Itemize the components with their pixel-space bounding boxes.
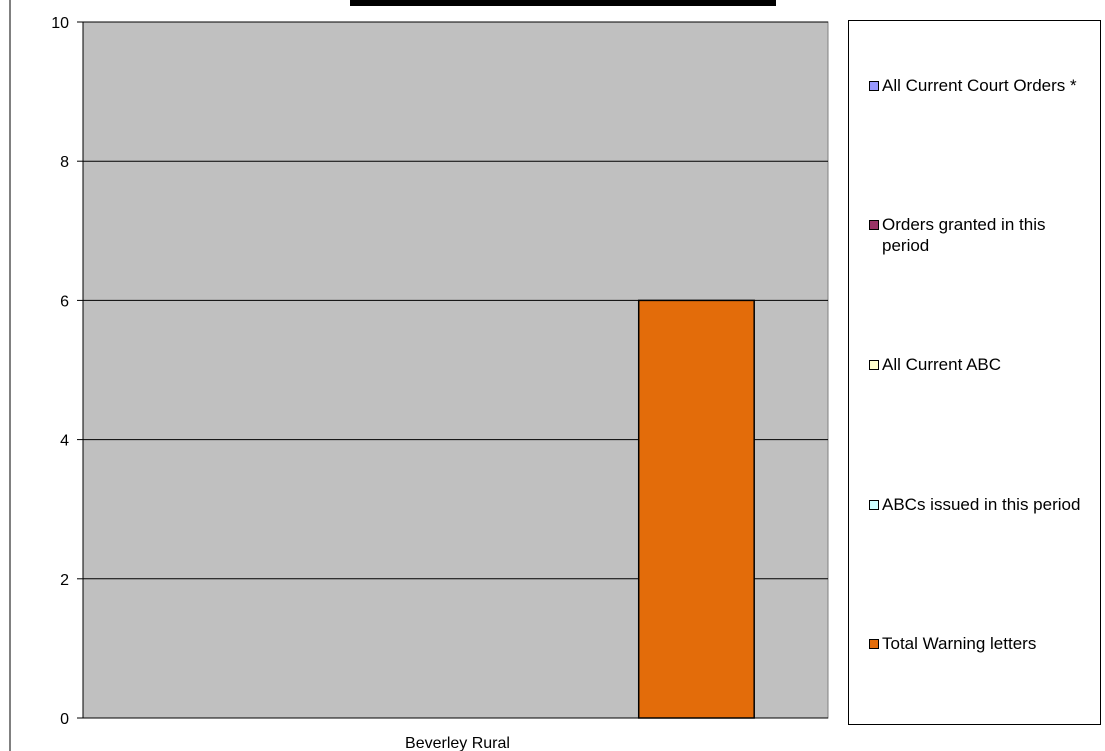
y-tick-label: 10	[51, 15, 69, 32]
title-bar	[350, 0, 776, 6]
legend-label: All Current ABC	[882, 355, 1002, 374]
legend-item-warning-letters: Total Warning letters	[869, 633, 1097, 654]
legend-item-orders-granted: Orders granted in this period	[869, 214, 1097, 256]
legend-item-court-orders: All Current Court Orders *	[869, 75, 1097, 96]
legend-swatch	[869, 81, 879, 91]
legend-label: Orders granted in this period	[882, 215, 1046, 255]
legend-label: All Current Court Orders *	[882, 76, 1077, 95]
y-axis: 0 2 4 6 8 10	[51, 15, 84, 728]
legend-label: Total Warning letters	[882, 634, 1037, 653]
legend-item-abcs-issued: ABCs issued in this period	[869, 494, 1097, 515]
legend-swatch	[869, 220, 879, 230]
legend-swatch	[869, 360, 879, 370]
legend-label: ABCs issued in this period	[882, 495, 1081, 514]
x-axis: Beverley Rural	[83, 717, 828, 751]
y-tick-label: 2	[60, 572, 69, 589]
y-tick-label: 0	[60, 711, 69, 728]
x-category-label: Beverley Rural	[405, 735, 510, 751]
legend: All Current Court Orders * Orders grante…	[848, 20, 1101, 725]
y-tick-label: 8	[60, 154, 69, 171]
y-tick-label: 6	[60, 293, 69, 310]
legend-swatch	[869, 639, 879, 649]
legend-item-current-abc: All Current ABC	[869, 354, 1097, 375]
y-tick-label: 4	[60, 433, 69, 450]
legend-swatch	[869, 500, 879, 510]
bars	[637, 299, 755, 719]
bar	[637, 299, 755, 719]
